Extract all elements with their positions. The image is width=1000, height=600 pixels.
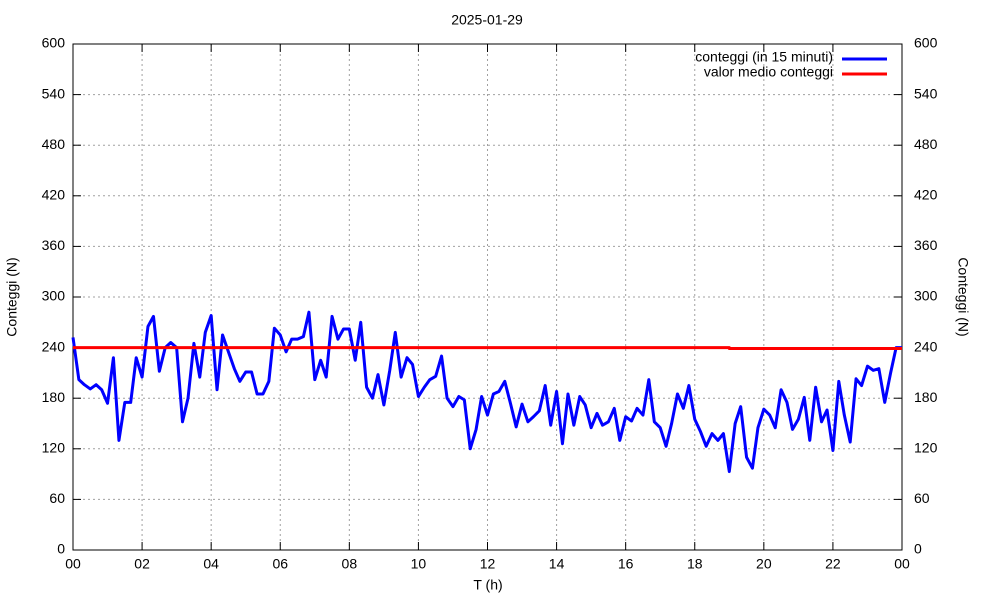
y-tick-label: 480	[42, 136, 66, 152]
y-tick-label: 600	[42, 35, 66, 51]
y2-tick-label: 480	[914, 136, 938, 152]
x-tick-label: 08	[342, 556, 358, 572]
y-tick-label: 360	[42, 237, 66, 253]
chart-title: 2025-01-29	[451, 12, 523, 28]
y-tick-label: 0	[57, 541, 65, 557]
data-line	[73, 346, 902, 350]
y-axis-label: Conteggi (N)	[4, 257, 20, 336]
legend-label: valor medio conteggi	[704, 64, 833, 80]
x-tick-label: 00	[65, 556, 81, 572]
x-tick-label: 22	[825, 556, 841, 572]
y-tick-label: 180	[42, 389, 66, 405]
x-tick-label: 12	[480, 556, 496, 572]
y2-tick-label: 0	[914, 541, 922, 557]
y2-tick-label: 360	[914, 237, 938, 253]
x-tick-label: 20	[756, 556, 772, 572]
data-line	[71, 310, 902, 474]
x-tick-label: 16	[618, 556, 634, 572]
x-tick-label: 18	[687, 556, 703, 572]
y-tick-label: 300	[42, 288, 66, 304]
y2-tick-label: 180	[914, 389, 938, 405]
y2-tick-label: 120	[914, 440, 938, 456]
x-tick-label: 04	[203, 556, 219, 572]
y2-tick-label: 60	[914, 490, 930, 506]
x-tick-label: 00	[894, 556, 910, 572]
y2-axis-label: Conteggi (N)	[955, 257, 971, 336]
y2-tick-label: 540	[914, 85, 938, 101]
y2-tick-label: 420	[914, 187, 938, 203]
x-axis-label: T (h)	[473, 577, 502, 593]
y-tick-label: 540	[42, 85, 66, 101]
y-tick-label: 60	[49, 490, 65, 506]
y2-tick-label: 300	[914, 288, 938, 304]
x-tick-label: 14	[549, 556, 565, 572]
y2-tick-label: 600	[914, 35, 938, 51]
legend-label: conteggi (in 15 minuti)	[695, 49, 833, 65]
y-tick-label: 120	[42, 440, 66, 456]
plot-border	[72, 43, 903, 551]
x-tick-label: 02	[134, 556, 150, 572]
y-tick-label: 240	[42, 338, 66, 354]
x-tick-label: 10	[411, 556, 427, 572]
y-tick-label: 420	[42, 187, 66, 203]
y2-tick-label: 240	[914, 338, 938, 354]
x-tick-label: 06	[272, 556, 288, 572]
